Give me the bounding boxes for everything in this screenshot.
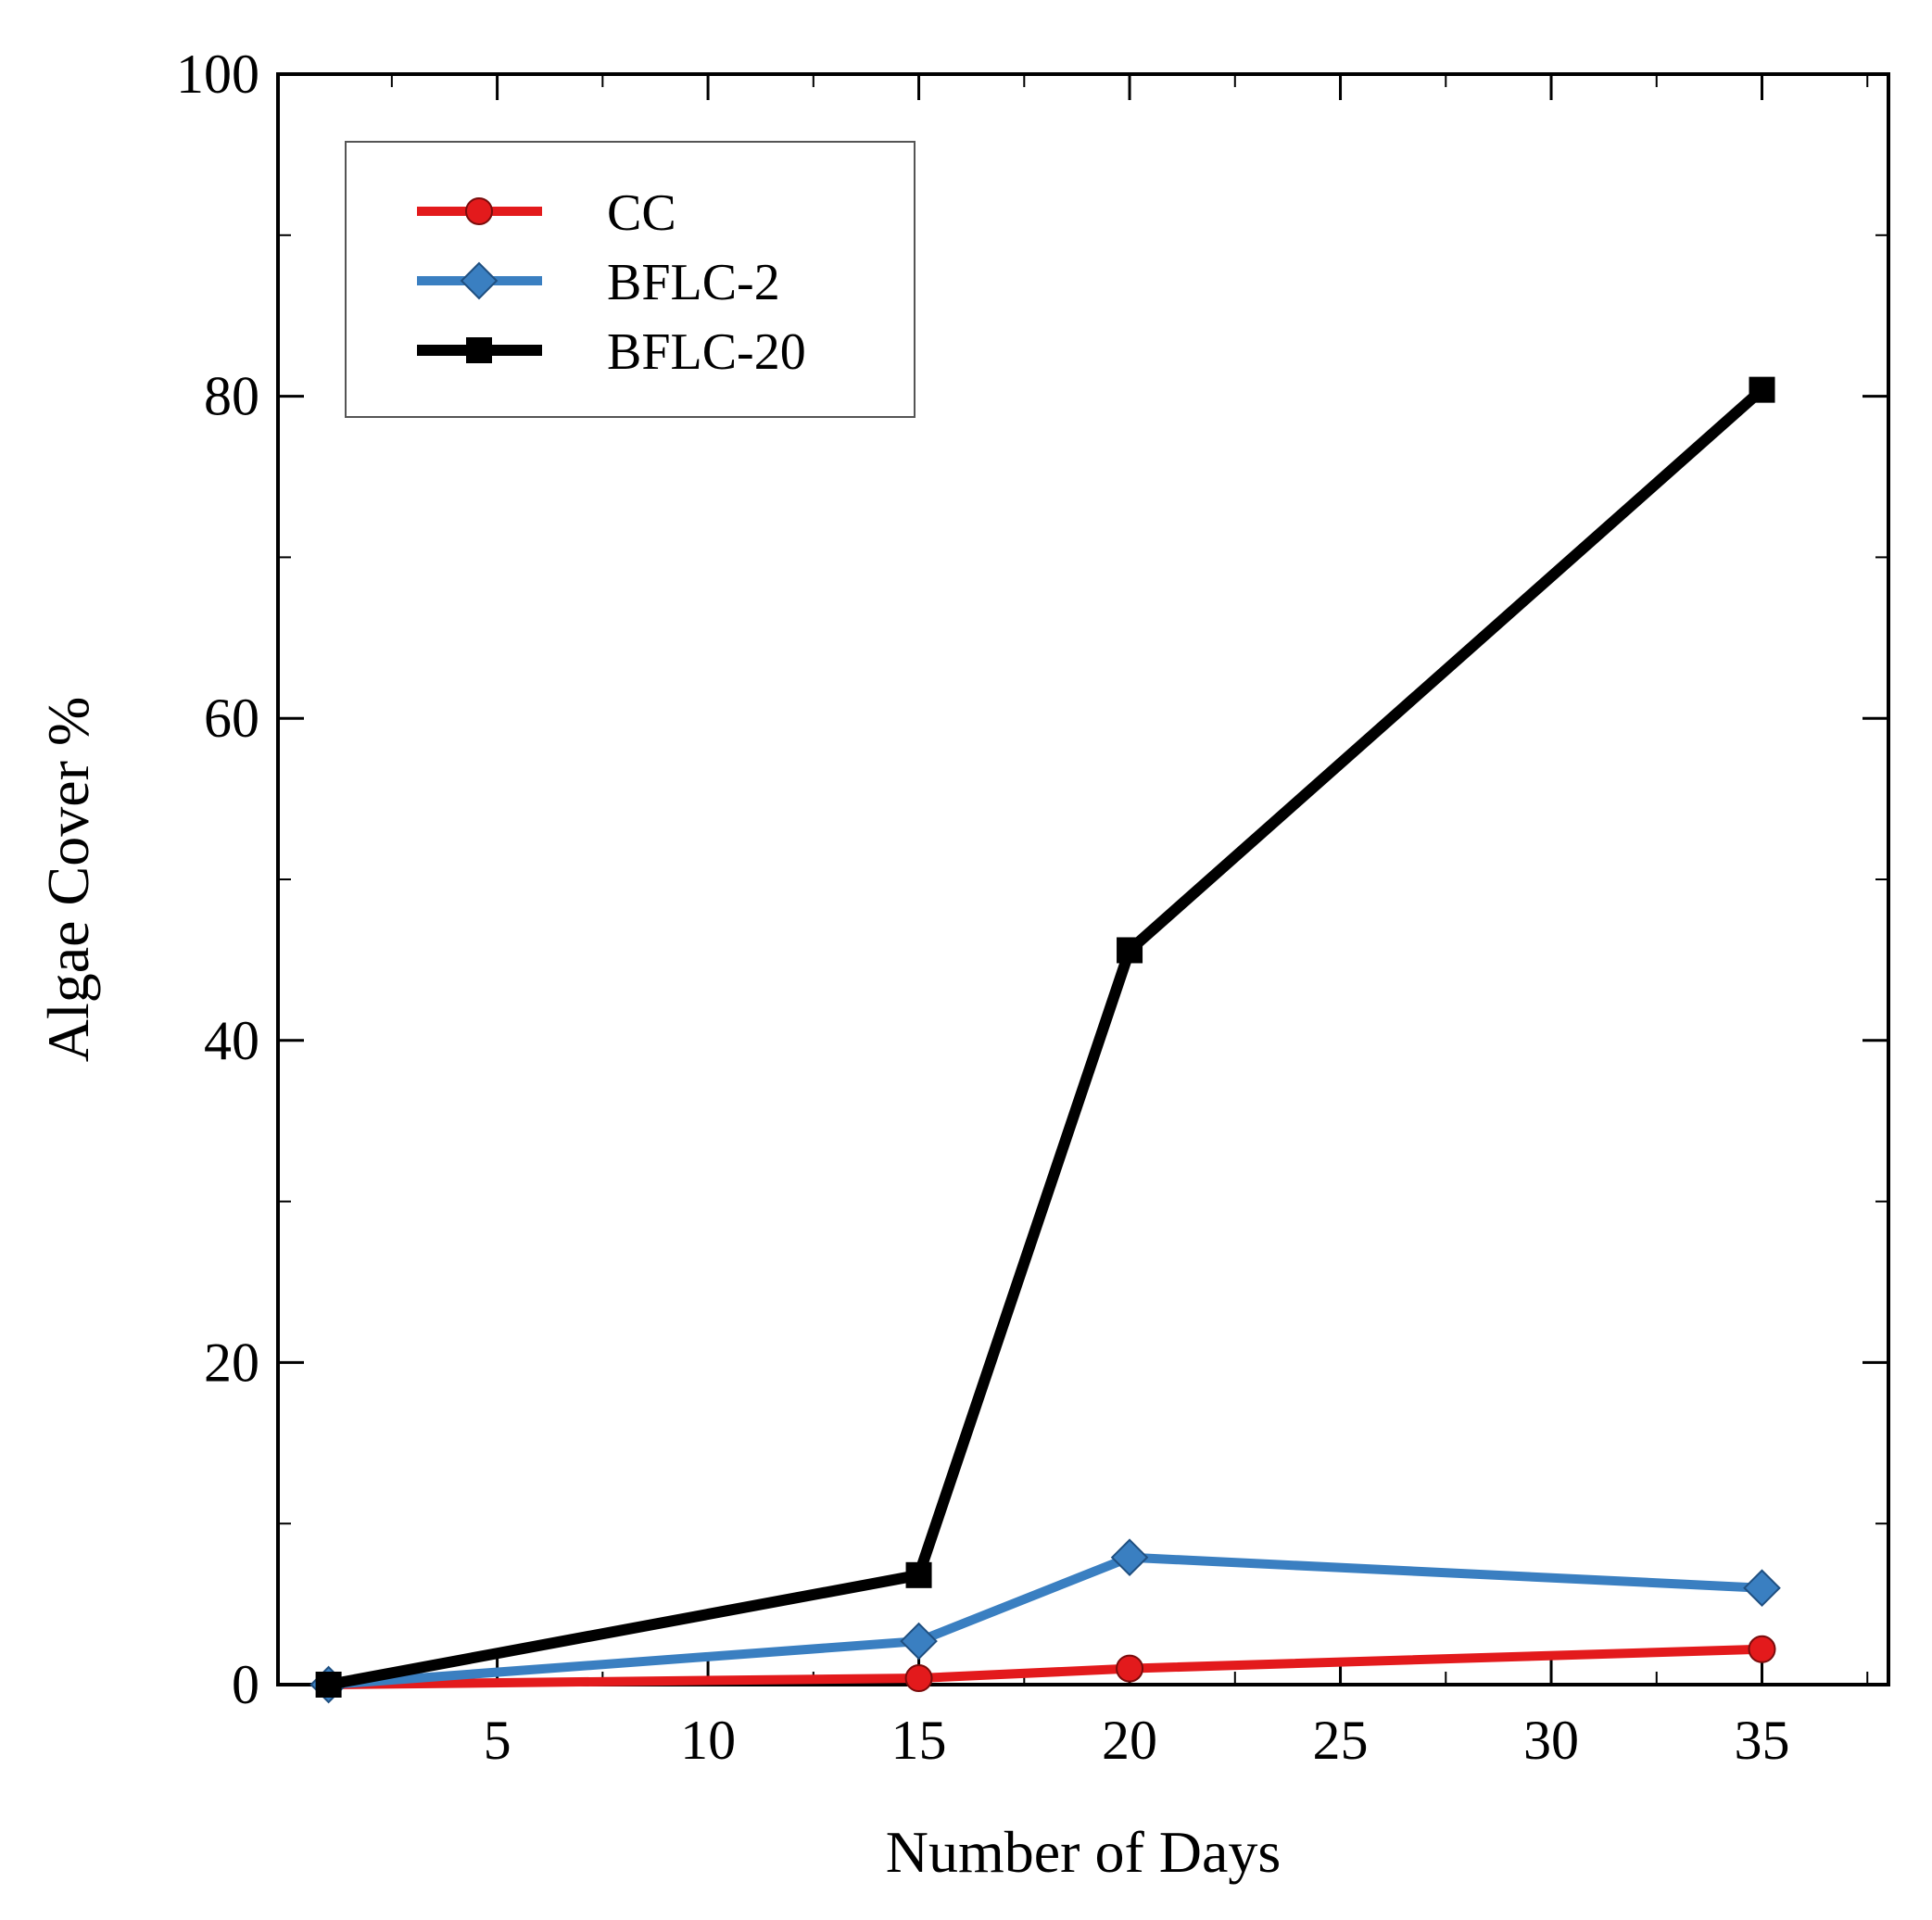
- y-tick-label: 100: [176, 44, 259, 105]
- x-tick-label: 35: [1735, 1710, 1790, 1771]
- x-tick-label: 5: [484, 1710, 511, 1771]
- data-point: [900, 1622, 938, 1661]
- legend-label: BFLC-20: [607, 323, 806, 381]
- data-point: [1749, 376, 1775, 403]
- series-bflc-2: [309, 1538, 1781, 1704]
- data-point: [1110, 1538, 1149, 1577]
- legend-marker: [460, 261, 499, 300]
- x-tick-label: 20: [1102, 1710, 1157, 1771]
- x-tick-label: 10: [680, 1710, 736, 1771]
- legend: CC BFLC-2 BFLC-20: [345, 141, 915, 418]
- legend-entry: BFLC-2: [417, 254, 780, 311]
- data-point: [1743, 1569, 1781, 1608]
- series-bflc-20: [315, 376, 1775, 1698]
- data-point: [904, 1664, 933, 1693]
- y-tick-label: 80: [204, 366, 259, 427]
- series-line: [327, 385, 1766, 1690]
- y-tick-label: 0: [232, 1654, 259, 1715]
- data-point: [315, 1672, 342, 1698]
- series-line: [328, 1644, 1762, 1689]
- data-point: [1748, 1635, 1776, 1663]
- x-axis-title: Number of Days: [886, 1819, 1282, 1885]
- legend-entry: BFLC-20: [417, 323, 806, 381]
- data-point: [1117, 937, 1143, 964]
- legend-marker: [466, 337, 492, 363]
- data-point: [905, 1561, 932, 1588]
- x-tick-label: 15: [891, 1710, 947, 1771]
- y-tick-label: 60: [204, 688, 259, 749]
- legend-label: BFLC-2: [607, 254, 780, 311]
- legend-entry: CC: [417, 184, 676, 242]
- tick-labels: 0 20 40 60 80 100 5 10 15 20 25 30 35: [176, 44, 1790, 1771]
- series-layer: [309, 376, 1781, 1704]
- series-line: [328, 1552, 1762, 1689]
- y-tick-label: 20: [204, 1332, 259, 1393]
- data-point: [1116, 1654, 1144, 1683]
- legend-marker: [465, 197, 493, 225]
- y-tick-label: 40: [204, 1010, 259, 1071]
- legend-label: CC: [607, 184, 676, 242]
- x-tick-label: 25: [1313, 1710, 1369, 1771]
- x-tick-label: 30: [1523, 1710, 1579, 1771]
- y-axis-title: Algae Cover %: [35, 697, 101, 1063]
